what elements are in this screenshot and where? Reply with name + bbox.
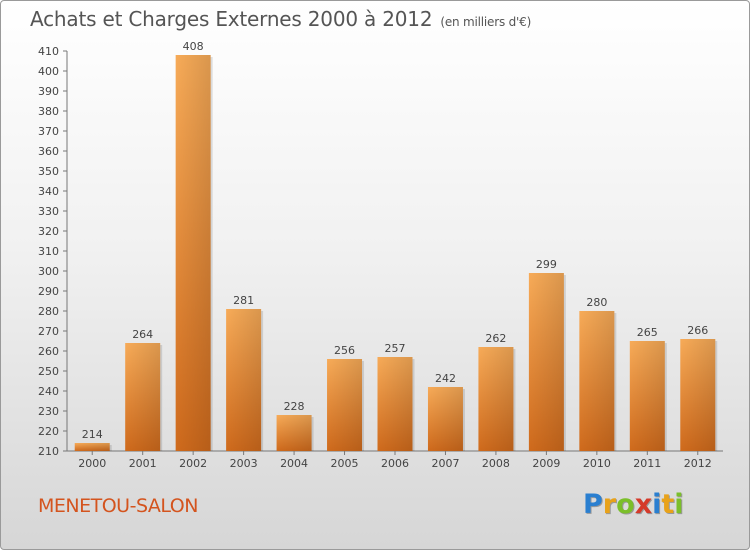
bar-shade (276, 415, 312, 451)
chart-title-text: Achats et Charges Externes 2000 à 2012 (30, 7, 433, 31)
x-tick-label: 2003 (230, 457, 258, 470)
x-tick-label: 2007 (431, 457, 459, 470)
chart-title: Achats et Charges Externes 2000 à 2012 (e… (30, 7, 531, 31)
commune-name: MENETOU-SALON (38, 495, 198, 517)
bar-shade (327, 359, 363, 451)
data-label: 264 (132, 328, 153, 341)
y-tick-label: 410 (38, 45, 59, 58)
x-tick-label: 2006 (381, 457, 409, 470)
data-label: 266 (687, 324, 708, 337)
data-label: 257 (385, 342, 406, 355)
y-tick-label: 260 (38, 345, 59, 358)
x-tick-label: 2010 (583, 457, 611, 470)
y-tick-label: 280 (38, 305, 59, 318)
data-label: 214 (82, 428, 103, 441)
y-tick-label: 390 (38, 85, 59, 98)
data-label: 228 (284, 400, 305, 413)
x-tick-label: 2000 (78, 457, 106, 470)
bar-shade (377, 357, 413, 451)
y-tick-label: 250 (38, 365, 59, 378)
data-label: 262 (485, 332, 506, 345)
bar-shade (125, 343, 161, 451)
data-label: 256 (334, 344, 355, 357)
x-tick-label: 2012 (684, 457, 712, 470)
x-tick-label: 2001 (129, 457, 157, 470)
logo-letter: t (661, 489, 675, 520)
bar-shade (629, 341, 665, 451)
logo-letter: x (634, 489, 653, 520)
x-tick-label: 2008 (482, 457, 510, 470)
y-tick-label: 330 (38, 205, 59, 218)
y-tick-label: 350 (38, 165, 59, 178)
bar-shade (226, 309, 262, 451)
y-tick-label: 300 (38, 265, 59, 278)
x-tick-label: 2002 (179, 457, 207, 470)
data-label: 242 (435, 372, 456, 385)
y-tick-label: 340 (38, 185, 59, 198)
logo-letter: i (652, 489, 662, 520)
bar-shade (579, 311, 615, 451)
y-tick-label: 290 (38, 285, 59, 298)
y-tick-label: 210 (38, 445, 59, 458)
y-tick-label: 220 (38, 425, 59, 438)
data-label: 408 (183, 40, 204, 53)
chart-bars (74, 55, 718, 451)
x-tick-label: 2009 (532, 457, 560, 470)
bar-shade (478, 347, 514, 451)
bar-shade (427, 387, 463, 451)
x-tick-label: 2011 (633, 457, 661, 470)
logo-letter: i (674, 489, 684, 520)
logo-letter: r (602, 489, 617, 520)
chart-subtitle: (en milliers d'€) (440, 15, 532, 29)
y-tick-label: 360 (38, 145, 59, 158)
y-tick-label: 230 (38, 405, 59, 418)
x-tick-label: 2005 (331, 457, 359, 470)
proxiti-logo: Proxiti (583, 489, 684, 520)
y-tick-label: 310 (38, 245, 59, 258)
y-tick-label: 240 (38, 385, 59, 398)
data-label: 265 (637, 326, 658, 339)
y-tick-label: 370 (38, 125, 59, 138)
bar-shade (175, 55, 211, 451)
bar-shade (528, 273, 564, 451)
y-tick-label: 380 (38, 105, 59, 118)
data-label: 299 (536, 258, 557, 271)
logo-letter: o (616, 489, 635, 520)
data-label: 281 (233, 294, 254, 307)
data-label: 280 (586, 296, 607, 309)
chart-axes: 210 220 230 240 250 260 270 280 290 300 310 320 330 3… (38, 45, 723, 458)
y-tick-label: 400 (38, 65, 59, 78)
x-tick-label: 2004 (280, 457, 308, 470)
chart-labels: 2000 214 2001 264 2002 408 2003 281 2004 228 2005 2… (78, 40, 712, 470)
bar-shade (74, 443, 110, 451)
bar-shade (680, 339, 716, 451)
y-tick-label: 270 (38, 325, 59, 338)
logo-letter: P (583, 489, 603, 520)
y-tick-label: 320 (38, 225, 59, 238)
